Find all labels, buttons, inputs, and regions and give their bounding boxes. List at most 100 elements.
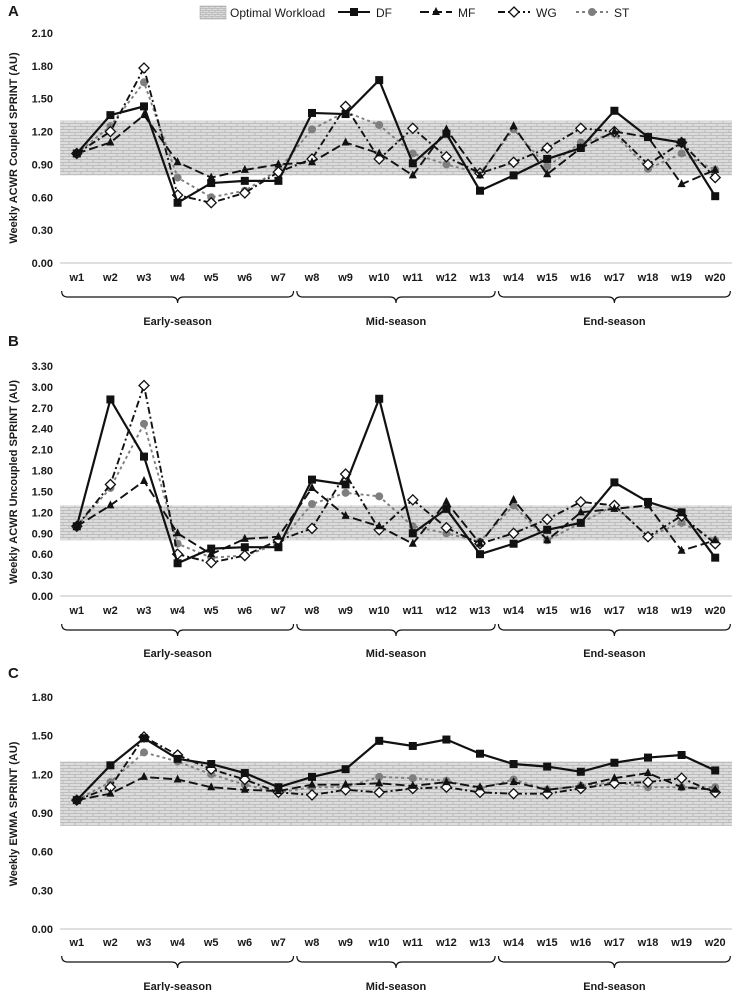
data-point-df xyxy=(442,504,451,513)
data-point-df xyxy=(375,76,384,85)
data-point-df xyxy=(375,736,384,745)
series-df xyxy=(72,734,720,805)
data-point-mf xyxy=(408,170,417,179)
data-point-st xyxy=(140,748,148,757)
data-point-wg xyxy=(138,62,150,74)
data-point-mf xyxy=(240,164,249,173)
data-point-st xyxy=(408,774,417,783)
y-tick-label: 0.60 xyxy=(32,549,53,561)
legend-item-wg: WG xyxy=(498,6,557,20)
data-point-mf xyxy=(677,179,686,188)
legend-optimal: Optimal Workload xyxy=(199,5,325,20)
data-point-df xyxy=(140,734,148,743)
phase-bracket xyxy=(497,623,731,637)
data-point-mf xyxy=(576,780,585,789)
x-tick-label: w16 xyxy=(569,272,591,284)
data-point-df xyxy=(240,176,249,185)
data-point-df xyxy=(173,198,182,207)
legend-optimal-label: Optimal Workload xyxy=(230,6,325,20)
data-point-wg xyxy=(373,786,386,799)
data-point-df xyxy=(476,186,484,195)
phase-label: End-season xyxy=(583,981,646,991)
data-point-st xyxy=(341,488,350,497)
data-point-df xyxy=(610,478,619,487)
data-point-st xyxy=(140,78,148,87)
series-mf xyxy=(72,110,720,188)
y-tick-label: 0.30 xyxy=(32,570,53,582)
data-point-df xyxy=(677,138,686,147)
series-line-mf xyxy=(76,479,716,556)
data-point-df xyxy=(173,754,182,763)
data-point-df xyxy=(274,176,283,185)
data-point-wg xyxy=(541,142,554,154)
data-point-df xyxy=(341,480,350,489)
data-point-df xyxy=(375,394,384,403)
y-tick-label: 3.30 xyxy=(32,361,53,373)
x-tick-label: w4 xyxy=(169,937,186,949)
data-point-st xyxy=(308,500,316,508)
x-tick-label: w9 xyxy=(337,937,353,949)
data-point-wg xyxy=(406,122,419,135)
data-point-df xyxy=(576,767,585,776)
data-point-mf xyxy=(140,476,148,484)
data-point-df xyxy=(677,751,686,759)
data-point-wg xyxy=(574,495,587,508)
data-point-wg xyxy=(642,776,654,788)
phase-label: End-season xyxy=(583,316,646,328)
data-point-mf xyxy=(677,545,686,554)
y-tick-label: 0.60 xyxy=(32,192,53,204)
data-point-wg xyxy=(507,527,520,540)
x-tick-label: w3 xyxy=(136,605,152,617)
optimal-band xyxy=(60,120,732,176)
data-point-df xyxy=(576,144,585,152)
data-point-df xyxy=(274,783,283,792)
x-tick-label: w8 xyxy=(304,605,320,617)
data-point-mf xyxy=(375,778,384,787)
x-tick-label: w15 xyxy=(536,937,558,949)
x-tick-label: w11 xyxy=(402,937,423,949)
data-point-st xyxy=(677,518,686,527)
data-point-mf xyxy=(610,503,619,512)
data-point-mf xyxy=(509,777,518,786)
data-point-mf xyxy=(711,164,720,173)
data-point-df xyxy=(711,192,720,201)
data-point-df xyxy=(509,539,518,548)
x-tick-label: w7 xyxy=(270,605,286,617)
y-tick-label: 0.00 xyxy=(32,924,53,936)
series-line-df xyxy=(76,736,716,801)
x-tick-label: w7 xyxy=(270,272,286,284)
data-point-df xyxy=(610,106,619,115)
data-point-mf xyxy=(240,784,249,793)
x-tick-label: w2 xyxy=(102,937,118,949)
y-tick-label: 0.30 xyxy=(32,225,53,237)
legend-marker-st xyxy=(588,8,596,16)
data-point-mf xyxy=(240,533,249,542)
series-line-mf xyxy=(76,772,716,802)
data-point-mf xyxy=(106,788,115,797)
phase-bracket xyxy=(497,290,731,304)
data-point-mf xyxy=(576,507,585,516)
panel-c: C Weekly EWMA SPRINT (AU) 0.00 0.30 0.60 0.90… xyxy=(8,665,732,991)
data-point-df xyxy=(442,735,451,744)
data-point-df xyxy=(308,475,316,484)
phase-bracket xyxy=(61,623,295,637)
data-point-mf xyxy=(207,782,216,791)
x-tick-label: w16 xyxy=(569,605,591,617)
data-point-mf xyxy=(476,538,484,547)
data-point-wg xyxy=(406,493,419,506)
x-tick-label: w18 xyxy=(637,605,659,617)
optimal-band xyxy=(60,761,732,826)
data-point-df xyxy=(106,761,115,770)
data-point-df xyxy=(644,753,652,762)
data-point-st xyxy=(140,419,148,428)
data-point-mf xyxy=(509,121,518,130)
data-point-st xyxy=(375,772,384,781)
data-point-mf xyxy=(308,482,316,491)
data-point-mf xyxy=(677,782,686,791)
data-point-wg xyxy=(104,125,117,138)
data-point-mf xyxy=(610,126,619,135)
phase-label: Early-season xyxy=(143,648,212,660)
y-tick-label: 0.00 xyxy=(32,591,53,603)
y-axis-label: Weekly ACWR Coupled SPRINT (AU) xyxy=(8,52,20,244)
series-mf xyxy=(72,768,720,804)
